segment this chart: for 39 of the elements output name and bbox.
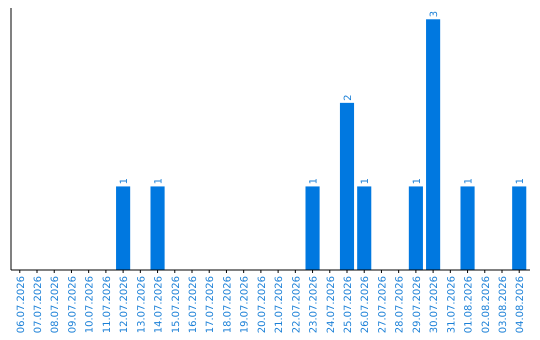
x-tick-label: 16.07.2026	[188, 276, 199, 334]
x-tick-label: 01.08.2026	[464, 276, 475, 334]
data-label: 1	[119, 178, 130, 184]
data-label: 3	[429, 10, 440, 18]
x-tick-label: 26.07.2026	[360, 276, 372, 334]
data-label: 1	[464, 178, 475, 184]
x-tick-label: 24.07.2026	[326, 276, 337, 334]
data-label: 1	[308, 178, 320, 184]
x-tick-label: 07.07.2026	[33, 276, 44, 334]
x-tick-label: 09.07.2026	[67, 276, 78, 334]
x-tick-label: 12.07.2026	[119, 276, 130, 334]
data-label: 1	[412, 178, 423, 184]
x-tick-label: 19.07.2026	[240, 276, 251, 334]
x-tick-label: 17.07.2026	[205, 276, 216, 334]
x-tick-label: 14.07.2026	[154, 276, 165, 334]
x-tick-label: 29.07.2026	[412, 276, 423, 334]
x-tick-label: 23.07.2026	[308, 276, 320, 334]
x-tick-label: 08.07.2026	[50, 276, 62, 334]
x-tick-label: 22.07.2026	[291, 276, 302, 334]
data-label: 1	[154, 178, 165, 184]
data-label: 2	[343, 94, 354, 101]
x-tick-label: 25.07.2026	[343, 276, 354, 334]
data-label: 1	[360, 178, 372, 184]
x-tick-label: 21.07.2026	[274, 276, 286, 334]
x-tick-label: 27.07.2026	[377, 276, 388, 334]
x-tick-label: 03.08.2026	[498, 276, 509, 334]
x-tick-label: 13.07.2026	[136, 276, 148, 334]
x-tick-label: 11.07.2026	[102, 276, 113, 334]
x-tick-label: 15.07.2026	[170, 276, 182, 334]
x-tick-label: 18.07.2026	[222, 276, 234, 334]
x-tick-label: 31.07.2026	[446, 276, 458, 334]
x-tick-label: 28.07.2026	[394, 276, 406, 334]
x-tick-label: 20.07.2026	[256, 276, 268, 334]
x-tick-label: 30.07.2026	[429, 276, 440, 334]
x-tick-label: 02.08.2026	[480, 276, 492, 334]
x-tick-label: 10.07.2026	[84, 276, 96, 334]
data-label: 1	[515, 178, 526, 184]
x-tick-label: 06.07.2026	[16, 276, 27, 334]
x-tick-label: 04.08.2026	[515, 276, 526, 334]
